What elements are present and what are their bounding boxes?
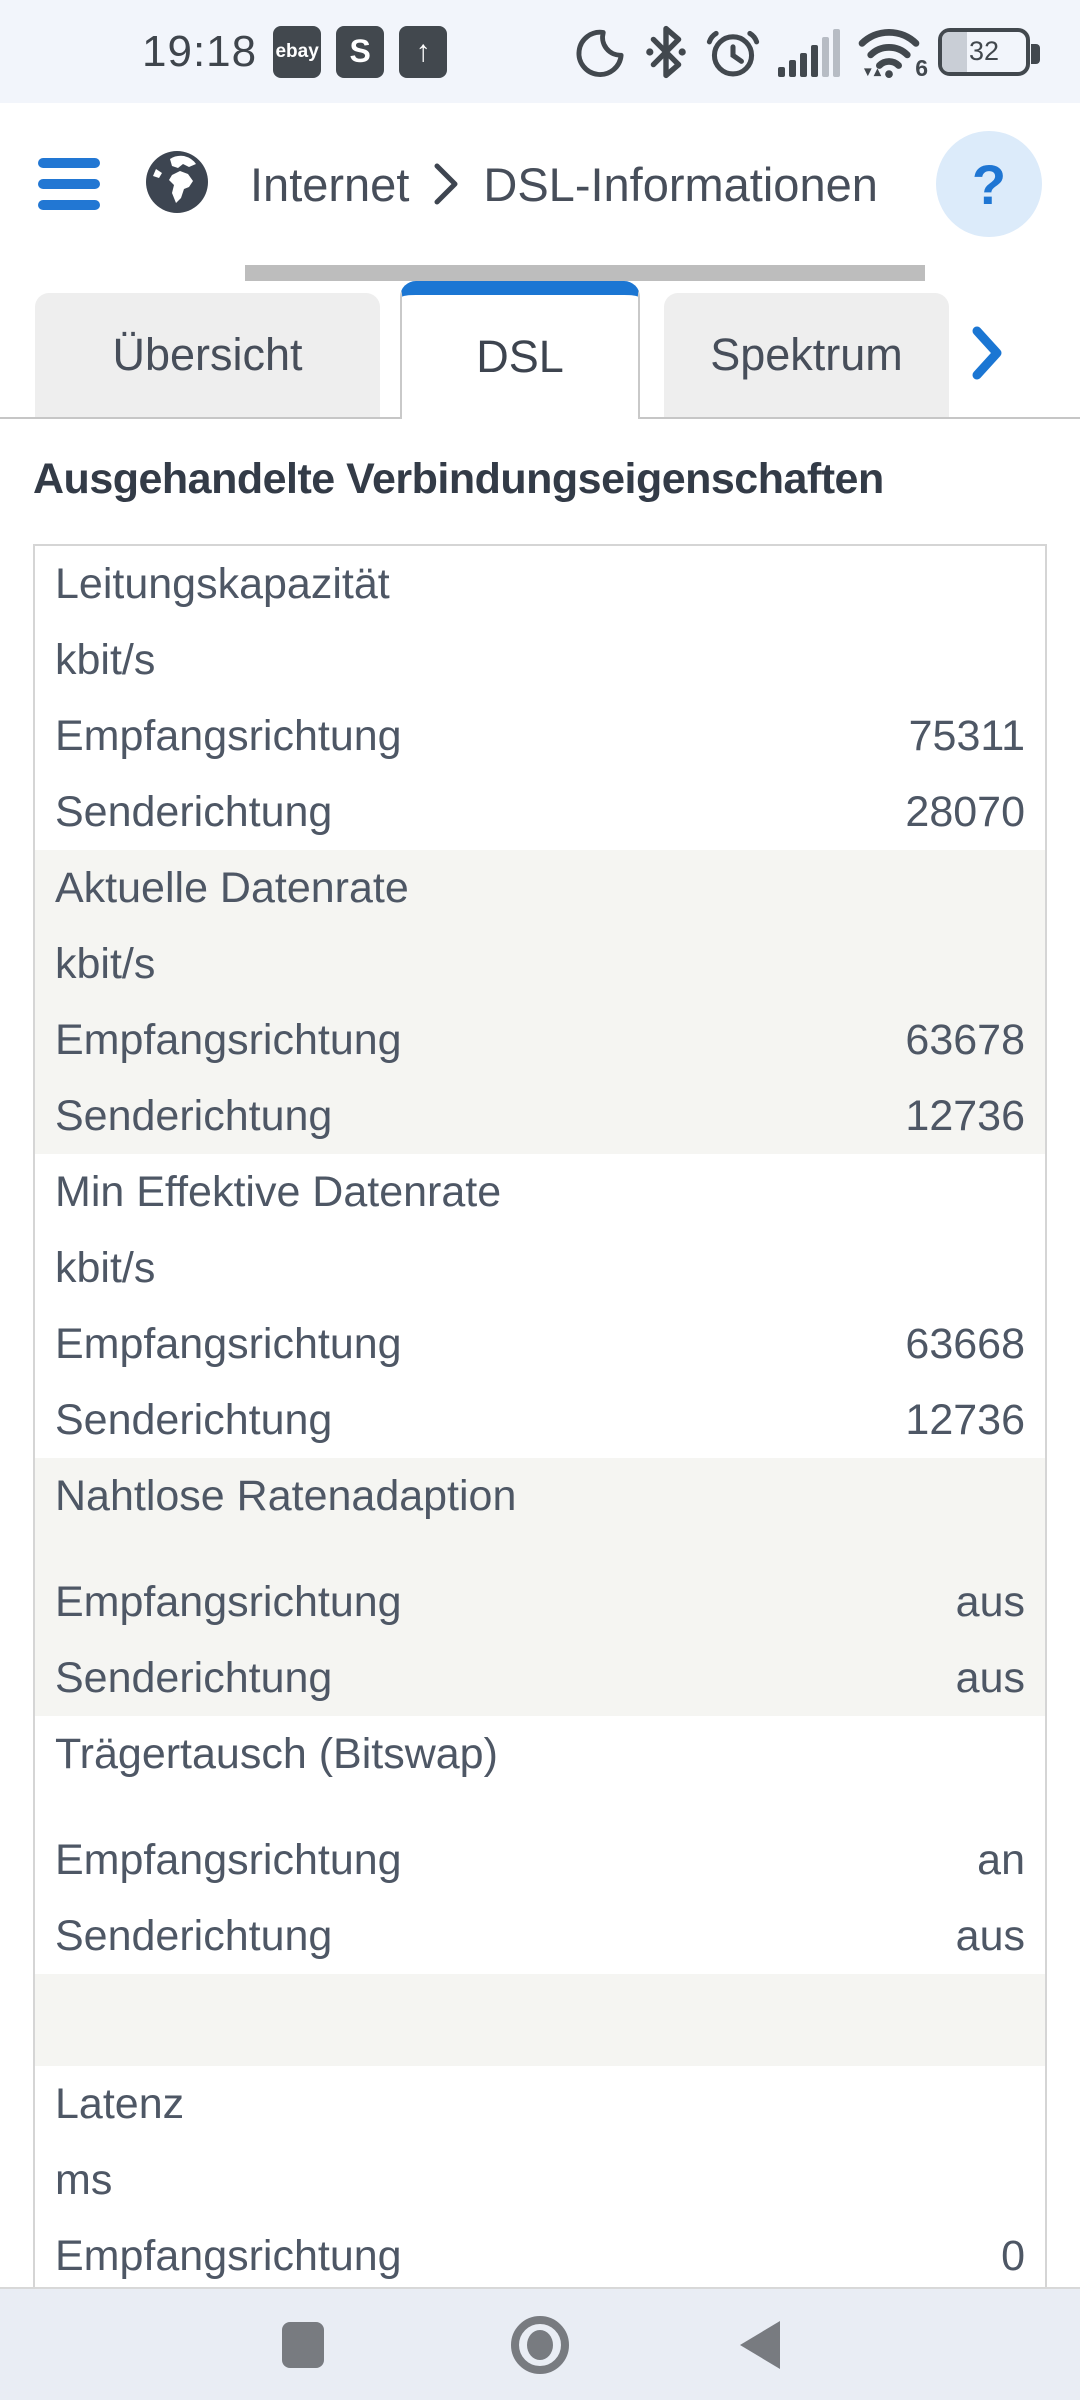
back-button[interactable] bbox=[740, 2321, 780, 2369]
table-group bbox=[35, 1974, 1045, 2066]
spacer-row bbox=[35, 1974, 1045, 2066]
row-label: Empfangsrichtung bbox=[55, 1577, 402, 1626]
chevron-right-icon bbox=[433, 162, 459, 206]
tab-dsl[interactable]: DSL bbox=[400, 281, 640, 419]
table-row: Empfangsrichtung 63678 bbox=[35, 1002, 1045, 1078]
message-notification-icon: S bbox=[336, 25, 385, 78]
table-row: Empfangsrichtung 75311 bbox=[35, 698, 1045, 774]
table-row: Senderichtung 12736 bbox=[35, 1078, 1045, 1154]
row-value: 63668 bbox=[905, 1319, 1025, 1368]
night-mode-icon bbox=[574, 26, 626, 78]
battery-fill bbox=[942, 31, 968, 72]
recents-button[interactable] bbox=[282, 2322, 324, 2368]
row-label: Empfangsrichtung bbox=[55, 711, 402, 760]
upload-notification-icon: ↑ bbox=[399, 25, 448, 78]
row-label: Senderichtung bbox=[55, 1395, 333, 1444]
group-unit: kbit/s bbox=[55, 1243, 156, 1292]
table-group: Aktuelle Datenrate kbit/s Empfangsrichtung… bbox=[35, 850, 1045, 1154]
row-label: Empfangsrichtung bbox=[55, 1835, 402, 1884]
group-title: Trägertausch (Bitswap) bbox=[55, 1729, 498, 1778]
breadcrumb-item-internet[interactable]: Internet bbox=[250, 157, 410, 211]
page-content: Ausgehandelte Verbindungseigenschaften L… bbox=[0, 455, 1080, 2296]
table-row: Empfangsrichtung aus bbox=[35, 1564, 1045, 1640]
row-value: an bbox=[977, 1835, 1025, 1884]
breadcrumb: Internet DSL-Informationen bbox=[250, 157, 878, 212]
bluetooth-icon bbox=[644, 25, 688, 79]
group-title: Min Effektive Datenrate bbox=[55, 1167, 502, 1216]
table-group: Min Effektive Datenrate kbit/s Empfangsric… bbox=[35, 1154, 1045, 1458]
clock: 19:18 bbox=[142, 26, 258, 76]
group-unit bbox=[35, 1534, 1045, 1564]
connection-table: Leitungskapazität kbit/s Empfangsrichtung 7… bbox=[33, 544, 1047, 2296]
table-row: Empfangsrichtung an bbox=[35, 1822, 1045, 1898]
alarm-icon bbox=[706, 25, 760, 79]
wifi6-label: 6 bbox=[915, 54, 928, 81]
ebay-notification-icon: ebay bbox=[273, 25, 322, 78]
group-unit bbox=[35, 1792, 1045, 1822]
table-group: Latenz ms Empfangsrichtung 0 bbox=[35, 2066, 1045, 2294]
help-button[interactable]: ? bbox=[936, 131, 1042, 237]
row-value: 12736 bbox=[905, 1091, 1025, 1140]
tab-scroll-track bbox=[0, 265, 1080, 283]
row-label: Senderichtung bbox=[55, 1653, 333, 1702]
row-value: 75311 bbox=[908, 711, 1025, 760]
row-value: 28070 bbox=[905, 787, 1025, 836]
app-header: Internet DSL-Informationen ? bbox=[0, 103, 1080, 265]
home-button[interactable] bbox=[511, 2316, 569, 2374]
group-unit: kbit/s bbox=[55, 939, 156, 988]
battery-percent: 32 bbox=[968, 36, 1000, 66]
group-unit: kbit/s bbox=[55, 635, 156, 684]
cell-signal-icon bbox=[778, 27, 840, 77]
breadcrumb-item-current: DSL-Informationen bbox=[483, 157, 878, 211]
table-row: Senderichtung 12736 bbox=[35, 1382, 1045, 1458]
row-value: 0 bbox=[1001, 2231, 1025, 2280]
status-bar: 19:18 ebay S ↑ 6 32 bbox=[0, 0, 1080, 103]
tab-scrollbar-thumb[interactable] bbox=[245, 265, 925, 281]
row-label: Empfangsrichtung bbox=[55, 1015, 402, 1064]
row-value: 63678 bbox=[905, 1015, 1025, 1064]
row-label: Senderichtung bbox=[55, 1911, 333, 1960]
tab-bar: Übersicht DSL Spektrum bbox=[0, 281, 1080, 419]
group-unit: ms bbox=[55, 2155, 113, 2204]
row-label: Senderichtung bbox=[55, 787, 333, 836]
internet-globe-icon bbox=[144, 149, 210, 220]
row-label: Senderichtung bbox=[55, 1091, 333, 1140]
group-title: Latenz bbox=[55, 2079, 185, 2128]
page-title: Ausgehandelte Verbindungseigenschaften bbox=[33, 455, 884, 503]
table-row: Senderichtung 28070 bbox=[35, 774, 1045, 850]
table-row: Empfangsrichtung 0 bbox=[35, 2218, 1045, 2294]
battery-icon: 32 bbox=[938, 27, 1040, 76]
table-group: Nahtlose Ratenadaption Empfangsrichtung au… bbox=[35, 1458, 1045, 1716]
row-value: aus bbox=[955, 1911, 1025, 1960]
row-label: Empfangsrichtung bbox=[55, 2231, 402, 2280]
row-value: aus bbox=[955, 1653, 1025, 1702]
menu-button[interactable] bbox=[38, 152, 100, 216]
group-title: Leitungskapazität bbox=[55, 559, 390, 608]
row-value: 12736 bbox=[905, 1395, 1025, 1444]
group-title: Nahtlose Ratenadaption bbox=[55, 1471, 517, 1520]
table-group: Leitungskapazität kbit/s Empfangsrichtung 7… bbox=[35, 546, 1045, 850]
tab-uebersicht[interactable]: Übersicht bbox=[35, 293, 380, 417]
notification-badges: ebay S ↑ bbox=[273, 25, 448, 78]
wifi-icon: 6 bbox=[858, 26, 928, 81]
row-value: aus bbox=[955, 1577, 1025, 1626]
group-title: Aktuelle Datenrate bbox=[55, 863, 409, 912]
table-row: Empfangsrichtung 63668 bbox=[35, 1306, 1045, 1382]
status-icons: 6 32 bbox=[574, 25, 1040, 81]
tab-spektrum[interactable]: Spektrum bbox=[664, 293, 949, 417]
row-label: Empfangsrichtung bbox=[55, 1319, 402, 1368]
table-group: Trägertausch (Bitswap) Empfangsrichtung an… bbox=[35, 1716, 1045, 1974]
table-row: Senderichtung aus bbox=[35, 1898, 1045, 1974]
android-nav-bar bbox=[0, 2287, 1080, 2400]
table-row: Senderichtung aus bbox=[35, 1640, 1045, 1716]
more-tabs-chevron-icon[interactable] bbox=[969, 323, 1005, 388]
